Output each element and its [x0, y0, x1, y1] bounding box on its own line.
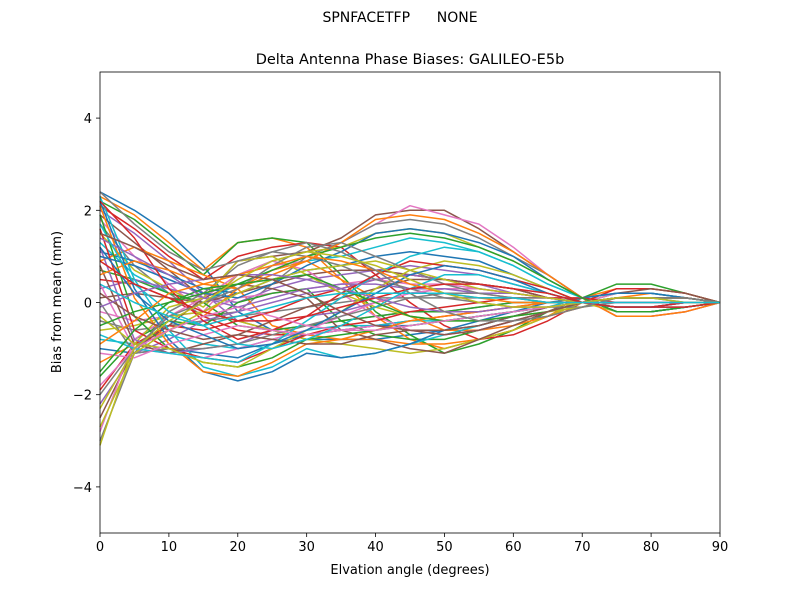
x-tick-label: 30 [298, 540, 315, 555]
series-line-60 [99, 283, 720, 327]
x-tick-label: 40 [367, 540, 384, 555]
x-tick-label: 0 [96, 540, 104, 555]
series-line-43 [99, 232, 721, 327]
x-tick-label: 50 [436, 540, 453, 555]
y-tick-label: −2 [73, 389, 92, 404]
x-tick-label: 10 [161, 540, 178, 555]
x-tick-label: 70 [574, 540, 591, 555]
x-tick-label: 90 [712, 540, 729, 555]
y-tick-label: 0 [84, 297, 92, 312]
y-tick-label: 2 [84, 204, 92, 219]
y-tick-label: −4 [73, 481, 92, 496]
x-tick-label: 80 [643, 540, 660, 555]
series-line-59 [99, 251, 720, 409]
figure-suptitle: SPNFACETFP NONE [322, 10, 478, 26]
chart-title: Delta Antenna Phase Biases: GALILEO-E5b [256, 52, 565, 68]
series-layer [99, 191, 721, 446]
x-tick-label: 20 [230, 540, 247, 555]
axes-layer: 0 10 20 30 40 50 60 70 80 90 −4 −2 0 2 4 [73, 71, 729, 555]
y-axis-label: Bias from mean (mm) [50, 231, 65, 373]
x-tick-label: 60 [505, 540, 522, 555]
y-tick-label: 4 [84, 112, 92, 127]
x-axis-label: Elvation angle (degrees) [330, 563, 489, 578]
series-line-54 [99, 260, 720, 322]
